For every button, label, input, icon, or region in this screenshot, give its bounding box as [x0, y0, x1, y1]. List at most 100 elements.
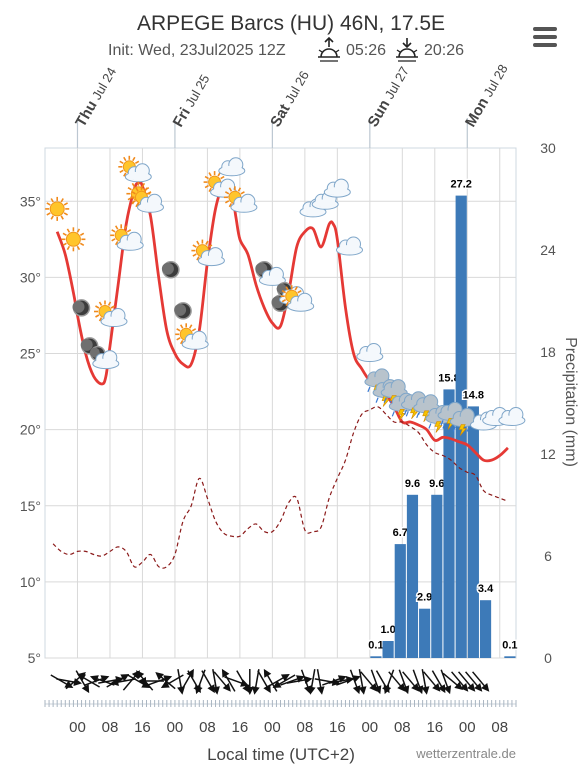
- wind-arrow: [201, 670, 215, 694]
- precip-bar: [467, 406, 479, 658]
- thunderstorm-icon: [380, 379, 408, 407]
- y-tick-label: 30°: [20, 269, 41, 285]
- wind-arrow: [423, 671, 441, 692]
- moon-icon: [174, 302, 192, 320]
- sun-cloud-icon: [223, 186, 258, 213]
- precip-value-label: 6.7: [393, 527, 408, 539]
- credit-text: wetterzentrale.de: [415, 746, 516, 761]
- wind-arrow: [307, 669, 316, 695]
- cloud-icon: [258, 266, 286, 286]
- sunrise-icon: [316, 36, 342, 69]
- precip-bar: [406, 494, 419, 658]
- sun-cloud-icon: [118, 155, 152, 183]
- sun-cloud-icon: [280, 285, 315, 312]
- x-tick-label: 08: [491, 719, 508, 736]
- day-date: Jul 25: [182, 72, 212, 110]
- x-tick-label: 00: [167, 719, 184, 736]
- wind-arrow: [412, 669, 424, 695]
- wind-arrow: [245, 669, 254, 695]
- cloud-icon: [323, 178, 351, 198]
- wind-arrow: [431, 670, 446, 694]
- moon-icon: [72, 299, 91, 317]
- precip-tick-label: 18: [540, 344, 556, 360]
- x-axis-label: Local time (UTC+2): [207, 745, 355, 764]
- day-label: MonJul 28: [462, 61, 511, 130]
- precip-bar: [419, 608, 431, 658]
- precip-value-label: 2.9: [417, 592, 432, 604]
- wind-arrow: [370, 669, 382, 695]
- x-tick-label: 00: [69, 719, 86, 736]
- day-label: SatJul 26: [267, 68, 313, 130]
- precip-value-label: 0.1: [368, 639, 383, 651]
- wind-arrow: [263, 668, 278, 692]
- sunset-icon: [394, 36, 420, 69]
- y-tick-label: 20°: [20, 422, 41, 438]
- wind-arrow: [251, 669, 260, 695]
- wind-arrow: [349, 669, 361, 695]
- wind-arrow: [451, 671, 469, 692]
- wind-arrow: [272, 674, 296, 688]
- hamburger-menu-icon[interactable]: [533, 27, 557, 47]
- thunderstorm-icon: [449, 408, 477, 436]
- wind-arrow: [212, 669, 220, 695]
- weather-icons: [45, 155, 526, 436]
- precip-bar: [443, 389, 455, 658]
- sunset-time: 20:26: [424, 42, 465, 59]
- precip-value-label: 9.6: [405, 478, 420, 490]
- day-weekday: Sun: [365, 97, 394, 130]
- x-tick-label: 16: [232, 719, 249, 736]
- x-tick-label: 08: [102, 719, 119, 736]
- wind-arrow: [89, 675, 115, 686]
- y-tick-label: 10°: [20, 574, 41, 590]
- precip-tick-label: 0: [544, 650, 552, 666]
- wind-arrow: [398, 669, 410, 695]
- day-date: Jul 28: [480, 62, 510, 100]
- wind-arrow: [458, 671, 476, 692]
- cloud-icon: [218, 157, 246, 177]
- precip-tick-label: 24: [540, 242, 556, 258]
- day-label: ThuJul 24: [72, 64, 120, 130]
- precip-bar: [370, 656, 382, 658]
- wind-arrow: [77, 674, 100, 688]
- day-date: Jul 27: [382, 64, 412, 102]
- cloud-icon: [356, 343, 384, 362]
- sun-icon: [61, 227, 86, 252]
- precip-value-label: 1.0: [380, 624, 395, 636]
- x-tick-label: 16: [134, 719, 151, 736]
- precip-value-label: 14.8: [463, 389, 484, 401]
- x-tick-label: 00: [361, 719, 378, 736]
- moon-icon: [161, 261, 180, 279]
- sun-cloud-icon: [130, 186, 164, 213]
- day-weekday: Thu: [72, 98, 100, 130]
- x-tick-label: 00: [264, 719, 281, 736]
- x-tick-label: 08: [297, 719, 314, 736]
- precip-tick-label: 12: [540, 446, 556, 462]
- precip-value-label: 3.4: [478, 583, 494, 595]
- wind-arrow: [358, 669, 367, 695]
- wind-arrow: [213, 671, 231, 692]
- precip-bar: [394, 544, 406, 658]
- y-tick-label: 35°: [20, 193, 41, 209]
- precip-tick-label: 30: [540, 140, 556, 156]
- wind-arrow: [421, 669, 430, 695]
- wind-arrow: [472, 671, 490, 692]
- x-tick-label: 16: [329, 719, 346, 736]
- precip-tick-label: 6: [544, 548, 552, 564]
- temperature-line: [55, 180, 509, 463]
- wind-arrow: [221, 668, 236, 692]
- sun-icon: [45, 196, 70, 221]
- x-tick-label: 00: [459, 719, 476, 736]
- x-tick-label: 08: [394, 719, 411, 736]
- cloud-icon: [498, 407, 526, 426]
- wind-arrow: [316, 669, 325, 695]
- x-tick-label: 08: [199, 719, 216, 736]
- series-lines: [52, 180, 509, 569]
- dewpoint-line: [52, 406, 509, 569]
- precip-value-label: 9.6: [429, 478, 444, 490]
- wind-arrow: [465, 671, 483, 692]
- wind-arrow: [440, 669, 452, 695]
- precip-value-label: 0.1: [502, 639, 517, 651]
- day-date: Jul 24: [89, 65, 119, 103]
- sun-cloud-icon: [94, 300, 128, 327]
- init-time: Init: Wed, 23Jul2025 12Z: [108, 42, 286, 59]
